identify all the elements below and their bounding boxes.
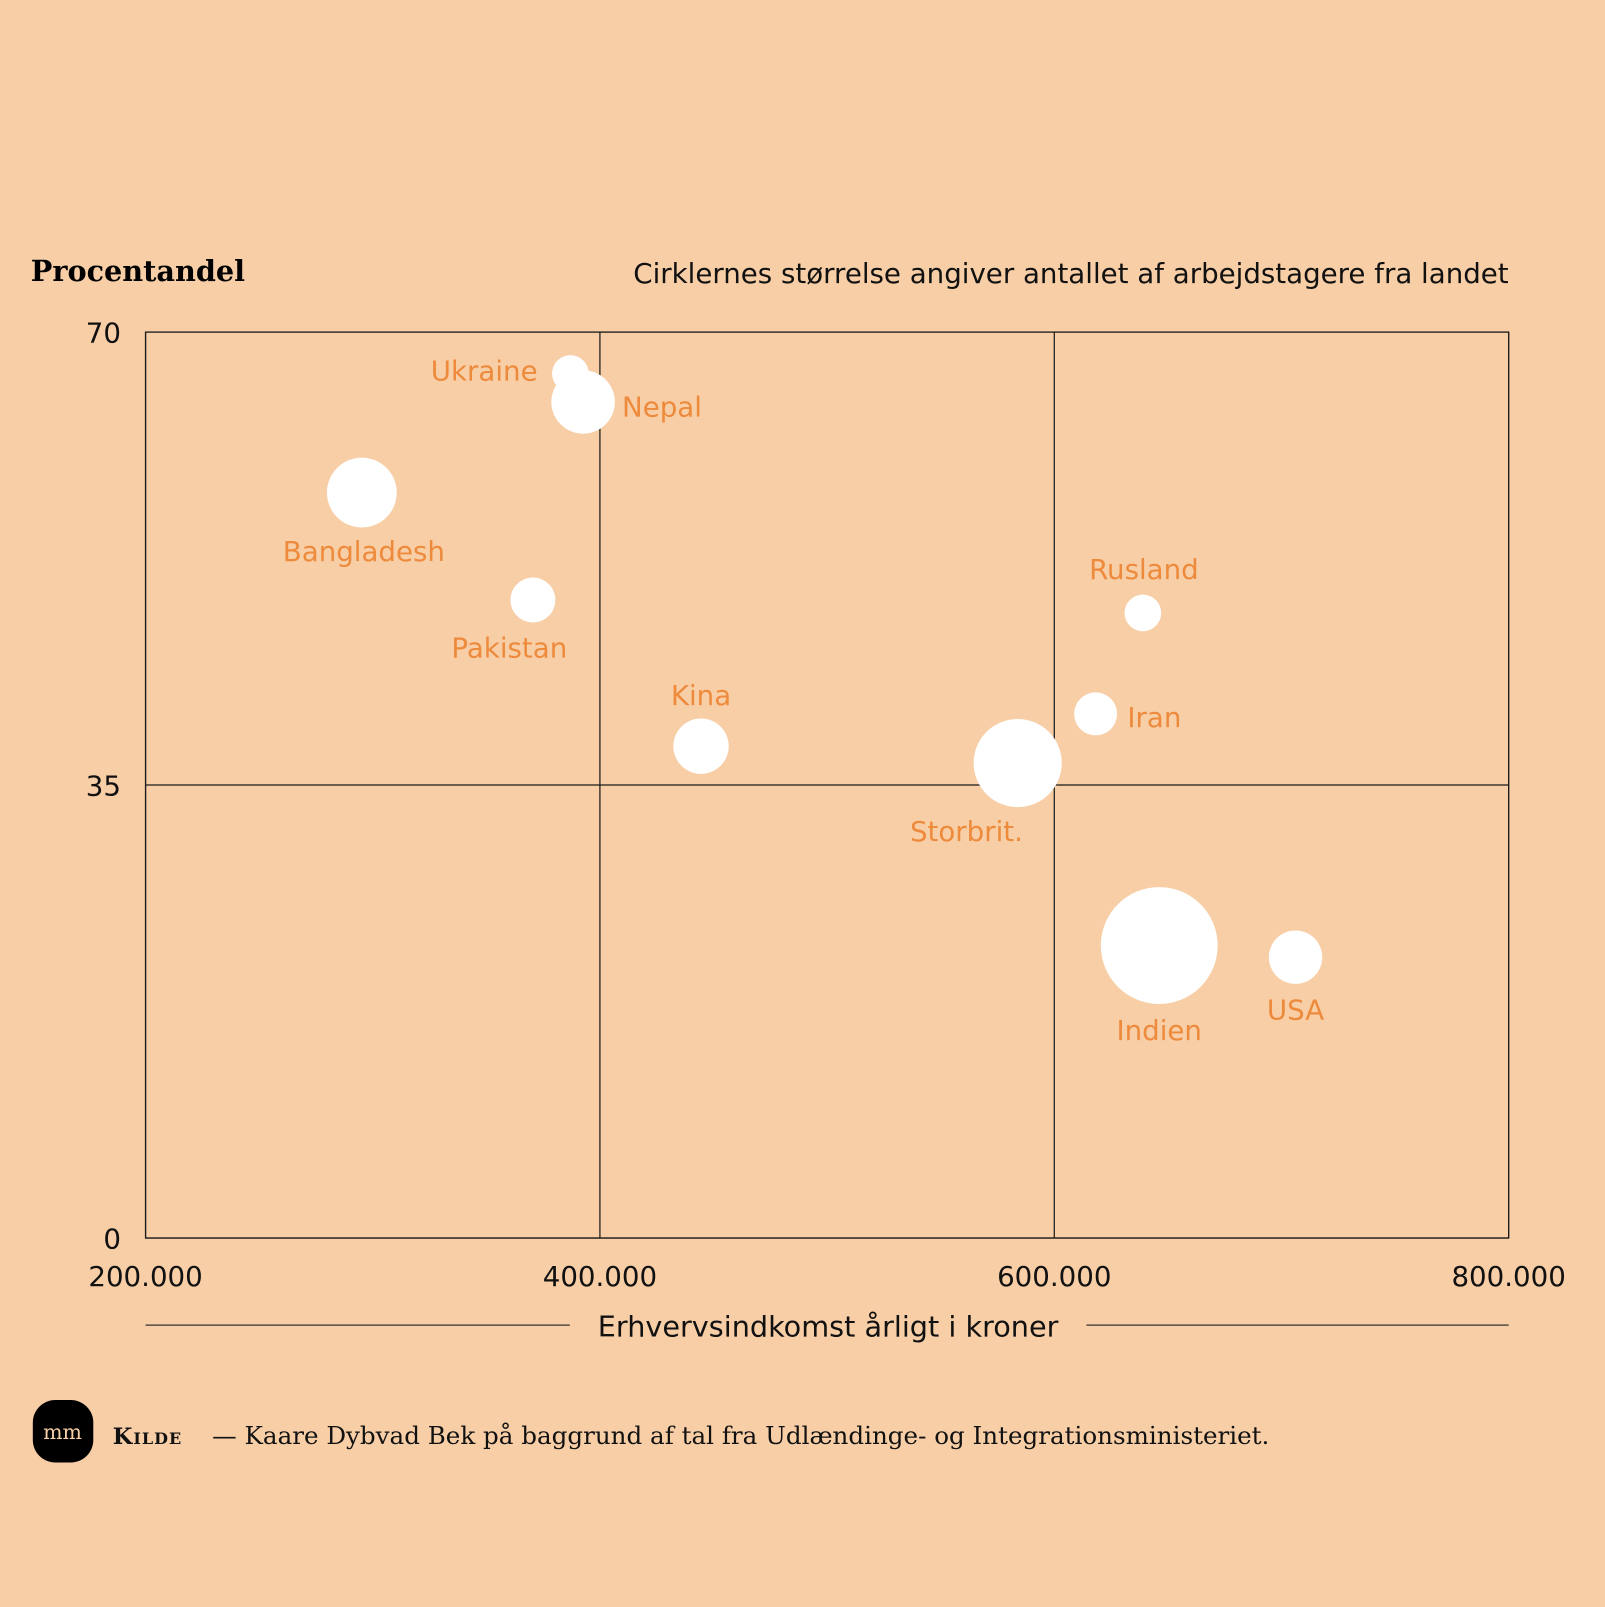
point-label: Iran (1127, 701, 1181, 734)
bubble-rusland (1124, 594, 1162, 632)
point-labels: Ukraine Nepal Bangladesh Pakistan Kina Storbr… (283, 355, 1324, 1047)
logo-text: mm (43, 1420, 82, 1444)
y-axis-title: Procentandel (31, 254, 245, 288)
point-label: Rusland (1089, 553, 1199, 586)
y-tick-label: 0 (103, 1222, 121, 1255)
x-axis-title: Erhvervsindkomst årligt i kroner (598, 1309, 1059, 1343)
x-tick-label: 800.000 (1451, 1260, 1565, 1293)
tick-labels: 200.000 400.000 600.000 800.000 0 35 70 (86, 316, 1566, 1293)
bubble-usa (1268, 930, 1323, 984)
bubbles (326, 355, 1323, 1004)
bubble-bangladesh (326, 457, 397, 528)
point-label: USA (1267, 994, 1324, 1027)
publisher-logo: mm (32, 1399, 94, 1463)
chart-subtitle: Cirklernes størrelse angiver antallet af… (633, 257, 1508, 290)
point-label: Nepal (622, 390, 702, 423)
grid (144, 331, 1510, 1239)
point-label: Kina (671, 679, 731, 712)
point-label: Storbrit. (910, 815, 1023, 848)
bubble-pakistan (510, 577, 556, 623)
x-tick-label: 400.000 (543, 1260, 657, 1293)
source-text: — Kaare Dybvad Bek på baggrund af tal fr… (212, 1421, 1269, 1450)
bubble-iran (1074, 692, 1118, 736)
y-tick-label: 35 (86, 769, 121, 802)
source-label: Kilde (113, 1424, 183, 1450)
bubble-nepal (551, 370, 615, 434)
y-tick-label: 70 (86, 316, 121, 349)
x-tick-label: 200.000 (88, 1260, 202, 1293)
point-label: Pakistan (451, 631, 567, 664)
point-label: Indien (1116, 1014, 1201, 1047)
point-label: Ukraine (431, 355, 538, 388)
bubble-storbrit (973, 718, 1062, 808)
point-label: Bangladesh (283, 535, 445, 568)
bubble-kina (673, 718, 729, 774)
bubble-indien (1100, 887, 1218, 1004)
x-tick-label: 600.000 (997, 1260, 1111, 1293)
